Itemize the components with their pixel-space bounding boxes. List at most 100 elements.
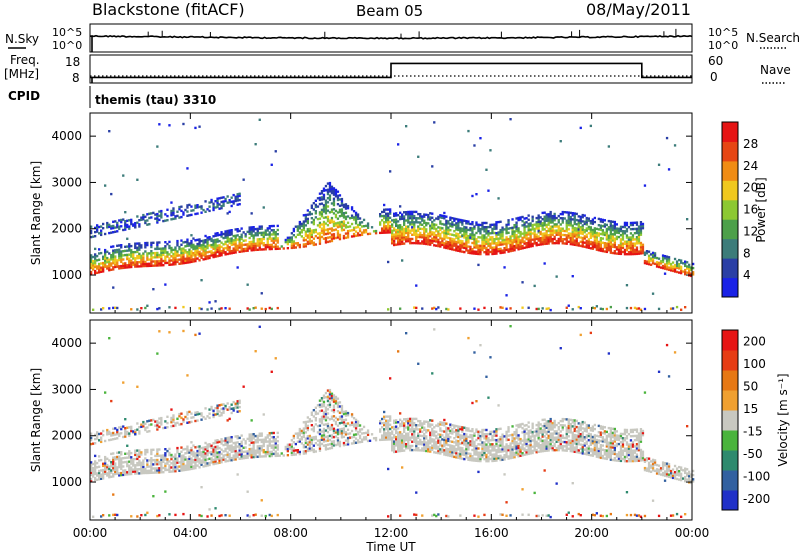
vel-cell-522 (182, 512, 185, 516)
vel-cell-1514 (397, 441, 400, 445)
power-cell-2193 (511, 239, 514, 242)
power-cell-832 (236, 246, 239, 250)
power-cell-2261 (523, 234, 526, 237)
vel-cell-1571 (405, 426, 408, 429)
power-cell-2600 (579, 226, 582, 229)
power-cell-1343 (344, 236, 348, 239)
vel-cell-1155 (318, 445, 322, 448)
vel-cell-198 (124, 431, 127, 434)
vel-cell-882 (246, 490, 249, 493)
power-cell-249 (134, 261, 137, 264)
power-cell-1783 (443, 242, 446, 245)
power-cell-2112 (497, 248, 500, 251)
power-cell-1007 (274, 245, 277, 248)
power-cell-178 (120, 225, 123, 228)
power-cell-830 (234, 195, 237, 198)
power-cell-835 (236, 234, 239, 237)
vel-cell-613 (198, 412, 201, 416)
vel-cell-1803 (445, 430, 448, 434)
vel-cell-802 (230, 440, 233, 443)
power-cell-2390 (545, 236, 548, 239)
vel-cell-1032 (286, 445, 290, 449)
power-cell-3001 (655, 261, 659, 264)
power-cell-2053 (487, 250, 490, 254)
power-cell-2841 (621, 246, 625, 249)
power-cell-958 (262, 237, 265, 241)
power-cell-232 (130, 251, 133, 254)
vel-cell-158 (118, 465, 121, 469)
vel-cell-1578 (407, 440, 410, 444)
vel-cell-38 (96, 461, 99, 465)
power-cell-593 (196, 257, 199, 260)
power-cell-68 (102, 257, 105, 261)
vel-cell-1144 (314, 412, 318, 416)
power-cell-1363 (348, 225, 352, 228)
vel-cell-76 (104, 466, 107, 469)
power-cell-807 (230, 196, 233, 199)
vel-cell-1712 (429, 423, 432, 426)
power-cell-133 (114, 263, 117, 267)
power-cell-1183 (322, 237, 326, 240)
power-cell-1450 (385, 214, 388, 218)
power-cell-1714 (431, 241, 434, 244)
power-cell-1570 (405, 225, 408, 228)
power-cell-1983 (475, 240, 478, 243)
power-cell-2978 (647, 263, 651, 266)
power-cell-1594 (409, 223, 412, 226)
power-cell-342 (150, 252, 153, 255)
vel-cell-1215 (324, 396, 328, 399)
power-cell-636 (202, 239, 205, 242)
power-cell-480 (176, 258, 179, 261)
power-cell-2510 (565, 221, 568, 224)
power-cell-152 (116, 226, 119, 229)
power-cell-1907 (463, 244, 466, 247)
power-cell-1247 (328, 184, 332, 187)
power-cell-2724 (601, 247, 605, 251)
vel-cell-1397 (358, 434, 362, 438)
power-cell-1785 (443, 235, 446, 239)
power-cell-2622 (583, 237, 586, 240)
power-cell-852 (238, 203, 241, 206)
power-cell-2081 (491, 236, 494, 239)
power-cell-2083 (491, 229, 494, 233)
vel-cell-1256 (330, 425, 334, 429)
power-cell-239 (132, 263, 135, 266)
vel-cell-1703 (429, 448, 432, 451)
power-cell-2729 (601, 229, 605, 232)
power-cell-2071 (489, 225, 492, 229)
power-cell-288 (140, 258, 143, 262)
power-cell-1011 (274, 235, 277, 238)
power-cell-2614 (581, 228, 584, 231)
scan-right-tick-bottom: 10^0 (708, 39, 738, 52)
power-cell-2807 (613, 225, 617, 228)
vel-cell-644 (204, 452, 207, 455)
vel-cell-113 (110, 434, 113, 437)
power-cell-669 (208, 201, 211, 204)
vel-cell-1823 (449, 448, 452, 451)
vel-cell-90 (106, 433, 109, 436)
vel-cell-1809 (447, 452, 450, 455)
power-cell-229 (130, 259, 133, 262)
power-cell-416 (164, 257, 167, 260)
power-cell-2750 (605, 234, 609, 237)
power-cell-1933 (467, 241, 470, 244)
vel-cell-789 (228, 440, 231, 443)
power-cell-1303 (336, 198, 340, 202)
vel-cell-1490 (393, 442, 396, 445)
vel-cell-686 (212, 450, 215, 453)
power-cell-1705 (429, 235, 432, 238)
power-cell-2420 (549, 229, 552, 232)
vel-cell-657 (206, 445, 209, 448)
power-cell-1078 (302, 228, 306, 232)
power-cell-2487 (561, 233, 564, 237)
power-cell-864 (240, 227, 243, 230)
power-cell-1613 (413, 241, 416, 245)
power-cell-2632 (585, 239, 588, 243)
power-cell-2893 (629, 232, 633, 235)
vel-cell-706 (214, 407, 217, 410)
power-cell-1790 (443, 217, 446, 220)
vel-cell-1024 (278, 454, 281, 457)
power-cell-530 (184, 208, 187, 212)
vel-cell-1447 (385, 427, 388, 431)
power-cell-2926 (635, 238, 639, 241)
